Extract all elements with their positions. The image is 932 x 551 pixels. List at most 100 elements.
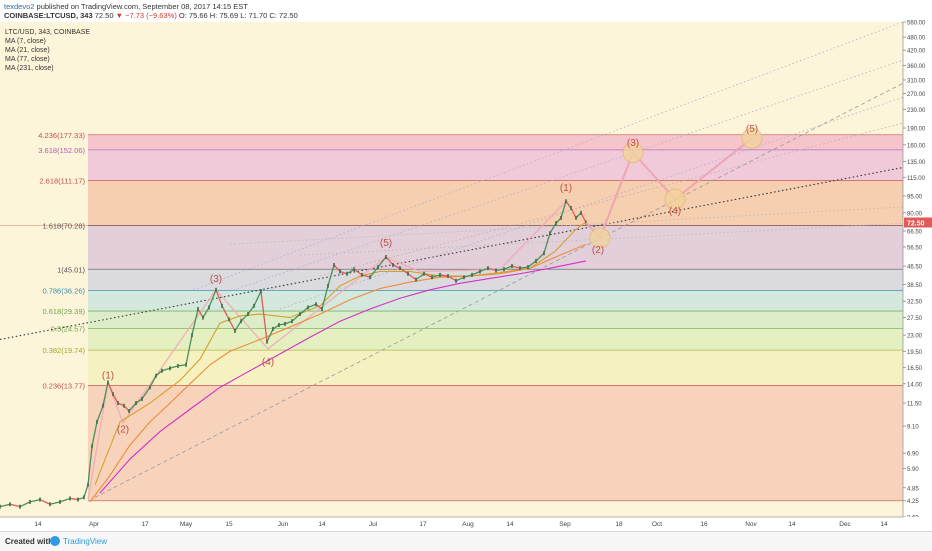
price-segment [69,497,79,501]
price-axis-label: 4.25 [907,499,919,505]
price-candle [191,333,193,338]
price-segment [247,305,255,315]
price-segment [327,264,335,287]
price-candle [202,315,204,320]
price-candle [479,269,481,274]
price-axis-label: 5.90 [907,467,919,473]
price-axis-label: 14.00 [907,382,923,388]
time-axis-label: 18 [615,521,623,528]
time-axis-label: 14 [34,521,42,528]
time-axis-label: Sep [559,521,571,528]
moving-average-line [89,243,587,503]
wave-label: (5) [380,238,392,249]
price-segment [59,497,71,503]
price-segment [83,484,89,498]
price-segment [353,268,363,276]
price-candle [123,403,125,408]
trend-line [189,21,904,292]
price-segment [141,386,151,400]
projection-target-circle[interactable] [741,127,763,149]
trend-line [0,166,904,341]
price-axis [903,22,932,517]
price-segment [102,382,109,406]
fib-level-label: 3.618(152.06) [38,146,85,155]
price-candle [102,403,104,408]
fib-band [88,180,903,226]
price-candle [19,504,21,509]
price-candle [519,266,521,271]
price-candle [161,368,163,373]
price-segment [321,285,329,310]
legend-ma-77[interactable]: MA (77, close) [5,56,50,63]
fib-band [88,269,903,291]
price-segment [185,334,193,365]
price-segment [431,274,441,278]
price-candle [377,265,379,270]
price-axis-label: 310.00 [907,78,926,84]
price-candle [307,305,309,310]
last-price-label: 72.50 [907,221,925,228]
price-segment [339,270,348,275]
price-axis-label: 23.00 [907,334,923,340]
tradingview-link[interactable]: TradingView [63,537,108,546]
price-candle [399,266,401,271]
price-candle [228,317,230,322]
price-segment [191,308,199,336]
last-price-tag [904,217,932,228]
time-axis-label: 14 [788,521,796,528]
projection-target-circle[interactable] [589,227,611,249]
time-axis-label: Jul [369,521,378,528]
price-segment [77,496,85,501]
price-chart[interactable]: 4.236(177.33) 3.618(152.06) 2.618(111.17) 1… [0,0,932,531]
price-segment [423,273,433,278]
wave-label: (5) [746,124,758,135]
price-axis-label: 19.50 [907,350,923,356]
price-candle [117,401,119,406]
price-candle [511,264,513,269]
price-segment [221,305,230,320]
price-segment [234,320,242,332]
fib-level-label: 2.618(111.17) [39,177,85,186]
price-segment [253,290,262,307]
price-segment [284,320,293,325]
price-candle [575,215,577,220]
price-candle [346,271,348,276]
price-segment [555,217,562,224]
price-segment [128,402,137,412]
price-segment [202,307,210,318]
price-segment [439,274,449,277]
price-candle [415,277,417,282]
publish-line: texdevo2 published on TradingView.com, S… [4,2,248,11]
price-candle [339,269,341,274]
trend-line [229,206,904,245]
projection-target-circle[interactable] [664,188,686,210]
legend-ma-7[interactable]: MA (7, close) [5,38,46,45]
price-segment [272,324,280,330]
fib-level-label: 0.786(36.26) [42,286,85,295]
fib-level-label: 0.618(29.39) [42,307,85,316]
price-segment [278,323,286,326]
price-segment [0,503,11,508]
projection-target-circle[interactable] [622,142,644,164]
price-candle [565,199,567,204]
price-axis-label: 46.50 [907,265,923,271]
legend-ma-21[interactable]: MA (21, close) [5,47,50,54]
wave-label: (3) [627,138,639,149]
price-segment [228,319,236,332]
price-axis-label: 270.00 [907,92,926,98]
price-segment [527,260,537,268]
fib-band [88,328,903,351]
wave-label: (4) [669,206,681,217]
price-axis-label: 190.00 [907,127,926,133]
price-segment [503,265,513,270]
price-segment [19,501,31,508]
legend-ma-231[interactable]: MA (231, close) [5,65,54,72]
price-candle [69,496,71,501]
price-axis-label: 115.00 [907,176,926,182]
price-candle [177,363,179,368]
price-segment [112,393,119,404]
time-axis-label: 17 [419,521,427,528]
price-segment [471,270,481,276]
author-link[interactable]: texdevo2 [4,2,35,11]
price-segment [392,264,401,269]
